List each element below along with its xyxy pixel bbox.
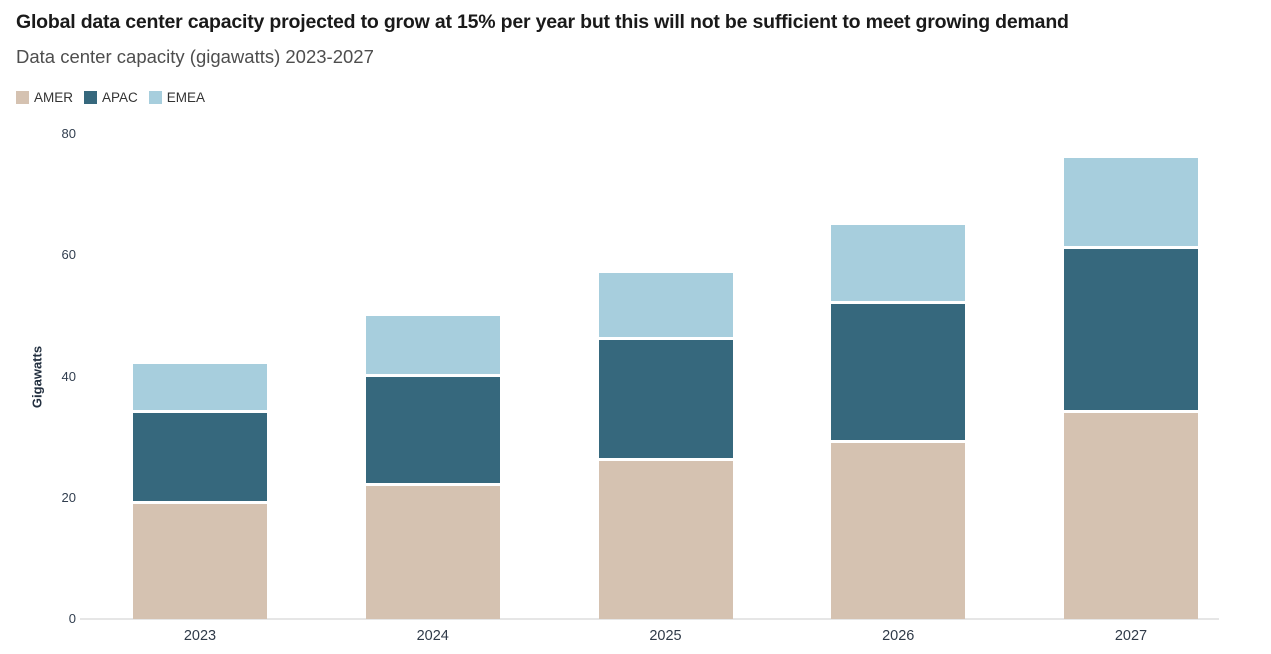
bar-segment-apac-2025 — [598, 340, 733, 462]
bar-segment-emea-2023 — [133, 364, 267, 413]
bar-segment-amer-2026 — [831, 443, 966, 619]
legend-label: EMEA — [166, 90, 206, 105]
x-axis-line — [80, 618, 1219, 620]
chart-subtitle: Data center capacity (gigawatts) 2023-20… — [16, 46, 374, 67]
bar-segment-emea-2027 — [1064, 158, 1198, 250]
y-axis-tick-label: 60 — [61, 247, 76, 263]
bar-segment-amer-2027 — [1064, 412, 1198, 619]
legend-label: APAC — [102, 90, 138, 105]
legend-label: AMER — [34, 90, 74, 105]
bar-2024 — [365, 315, 500, 619]
y-axis-tick-label: 40 — [61, 368, 76, 384]
legend-swatch-icon — [16, 91, 29, 104]
bar-segment-apac-2024 — [365, 376, 500, 486]
bar-segment-amer-2023 — [133, 503, 267, 619]
x-axis-label-2024: 2024 — [416, 628, 449, 644]
legend: AMER APAC EMEA — [16, 90, 205, 105]
x-axis-label-2026: 2026 — [882, 628, 915, 644]
legend-item-emea: EMEA — [148, 90, 206, 105]
bar-segment-emea-2024 — [365, 315, 500, 377]
y-axis-tick-label: 0 — [68, 611, 76, 626]
chart-title: Global data center capacity projected to… — [16, 11, 1069, 33]
x-axis-label-2027: 2027 — [1114, 628, 1148, 644]
y-axis-tick-label: 80 — [61, 126, 76, 141]
bar-segment-amer-2024 — [365, 485, 500, 619]
x-axis-label-2023: 2023 — [183, 628, 217, 644]
bar-segment-apac-2023 — [133, 412, 267, 504]
bar-2026 — [831, 224, 966, 619]
legend-item-amer: AMER — [16, 90, 73, 105]
bar-2025 — [598, 273, 733, 619]
y-axis-tick-label: 20 — [61, 489, 76, 505]
bar-segment-emea-2025 — [598, 273, 733, 341]
legend-swatch-icon — [148, 91, 162, 104]
bar-segment-amer-2025 — [598, 461, 733, 619]
bar-2023 — [133, 364, 267, 619]
bar-segment-apac-2026 — [831, 303, 966, 444]
x-axis-label-2025: 2025 — [649, 628, 682, 644]
bar-2027 — [1064, 158, 1198, 619]
legend-swatch-icon — [84, 91, 98, 104]
bar-segment-emea-2026 — [831, 224, 966, 304]
bar-segment-apac-2027 — [1064, 249, 1198, 413]
legend-item-apac: APAC — [84, 90, 138, 105]
